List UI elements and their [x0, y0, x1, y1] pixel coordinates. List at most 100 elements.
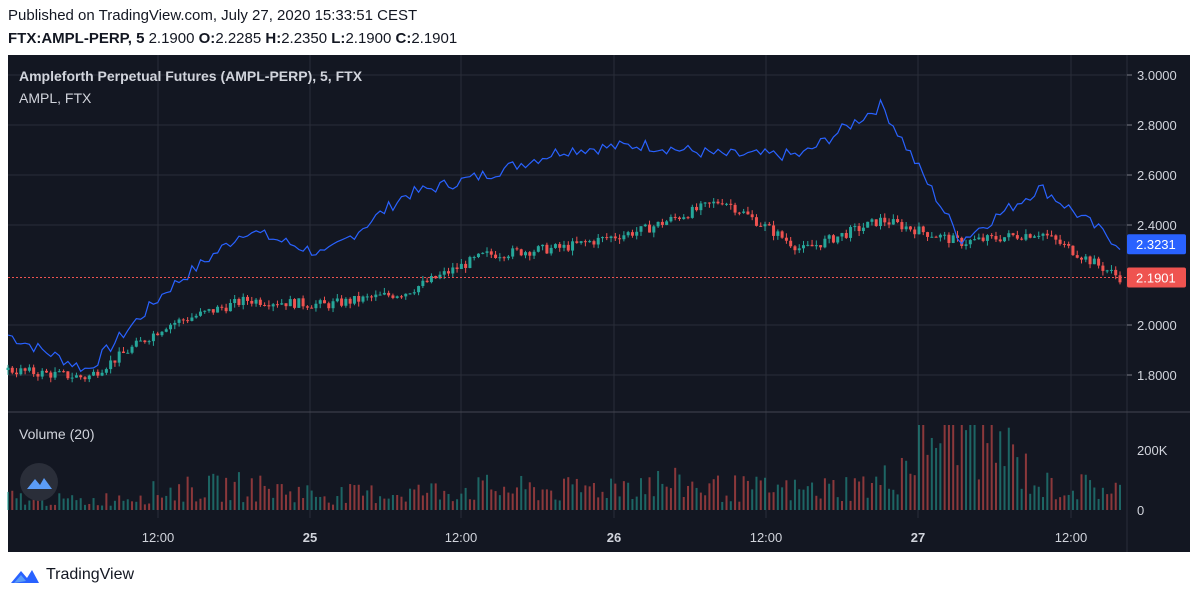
candle-body [810, 244, 814, 247]
high-label: H: [265, 30, 282, 47]
candle-body [690, 206, 694, 218]
volume-bar [404, 501, 407, 510]
candle-body [74, 375, 78, 378]
candle-body [1028, 234, 1032, 238]
open-value: 2.2285 [215, 30, 262, 47]
candle-body [10, 367, 14, 373]
volume-bar [79, 498, 82, 510]
candle-body [1054, 235, 1058, 240]
volume-bar [982, 425, 985, 510]
volume-bar [558, 500, 561, 510]
close-label: C: [395, 30, 412, 47]
candle-body [806, 244, 810, 246]
candle-body [322, 300, 326, 304]
volume-bar [605, 497, 608, 510]
volume-bar [267, 488, 270, 510]
candle-body [926, 232, 930, 237]
candle-body [314, 303, 318, 309]
candle-body [819, 245, 823, 248]
candle-body [831, 235, 835, 243]
candle-body [759, 225, 763, 227]
price-axis[interactable]: 3.0000 2.8000 2.6000 2.4000 2.0000 1.8000 [1127, 68, 1177, 383]
volume-bar [759, 480, 762, 510]
volume-bar [618, 496, 621, 510]
candle-body [849, 226, 853, 238]
candle-body [134, 340, 138, 347]
legend-main: Ampleforth Perpetual Futures (AMPL-PERP)… [19, 68, 363, 84]
volume-bar [126, 499, 129, 510]
candle-body [1071, 245, 1075, 256]
price-tick-label: 1.8000 [1137, 368, 1177, 383]
volume-bar [1050, 477, 1053, 510]
candle-body [836, 236, 840, 243]
volume-bar [45, 505, 48, 510]
time-tick-label: 27 [911, 530, 925, 545]
candle-body [985, 235, 989, 241]
candle-body [447, 271, 451, 274]
time-axis[interactable]: 12:00 25 12:00 26 12:00 27 12:00 [142, 530, 1088, 545]
candle-body [27, 367, 31, 371]
volume-bar [152, 481, 155, 510]
volume-bar [323, 496, 326, 510]
volume-bar [965, 430, 968, 510]
volume-bar [400, 496, 403, 510]
volume-bar [426, 492, 429, 510]
candle-body [1003, 237, 1007, 242]
footer[interactable]: TradingView [10, 565, 134, 585]
volume-bar [460, 493, 463, 510]
volume-bar [781, 487, 784, 510]
volume-bar [216, 475, 219, 510]
volume-bar [977, 479, 980, 510]
volume-bar [853, 478, 856, 510]
candle-body [1050, 235, 1054, 237]
candle-body [207, 309, 211, 311]
volume-bar [36, 495, 39, 510]
last-price: 2.1900 [148, 30, 195, 47]
volume-bar [1003, 466, 1006, 510]
candle-body [861, 227, 865, 232]
high-value: 2.2350 [281, 30, 328, 47]
candle-body [994, 236, 998, 240]
candle-body [904, 226, 908, 230]
candle-body [121, 351, 125, 353]
candle-body [288, 299, 292, 307]
candle-body [399, 296, 403, 298]
volume-bar [101, 505, 104, 510]
candle-body [750, 214, 754, 218]
volume-bar [233, 481, 236, 510]
candle-body [57, 371, 61, 373]
volume-bar [905, 460, 908, 510]
volume-bar [708, 483, 711, 510]
candle-body [44, 370, 48, 373]
candle-body [536, 246, 540, 252]
volume-bar [674, 467, 677, 510]
volume-bar [909, 473, 912, 510]
volume-bar [550, 490, 553, 510]
volume-bar [738, 501, 741, 510]
candle-body [186, 320, 190, 322]
volume-bar [639, 478, 642, 510]
volume-bar [71, 495, 74, 510]
candle-body [485, 251, 489, 253]
candle-body [951, 235, 955, 243]
volume-bar [19, 493, 22, 510]
candle-body [934, 236, 938, 238]
candle-body [891, 219, 895, 225]
volume-bar [494, 491, 497, 510]
volume-bar [926, 454, 929, 510]
candle-body [267, 305, 271, 307]
volume-bar [302, 498, 305, 510]
volume-bar [695, 487, 698, 510]
volume-bar [699, 492, 702, 510]
volume-bar [742, 476, 745, 510]
volume-bar [83, 504, 86, 510]
candle-body [571, 241, 575, 251]
volume-bar [610, 478, 613, 510]
volume-bar [272, 497, 275, 510]
candle-body [998, 239, 1002, 242]
volume-bar [310, 490, 313, 510]
candle-body [665, 221, 669, 225]
candle-body [318, 300, 322, 304]
candle-body [404, 293, 408, 297]
